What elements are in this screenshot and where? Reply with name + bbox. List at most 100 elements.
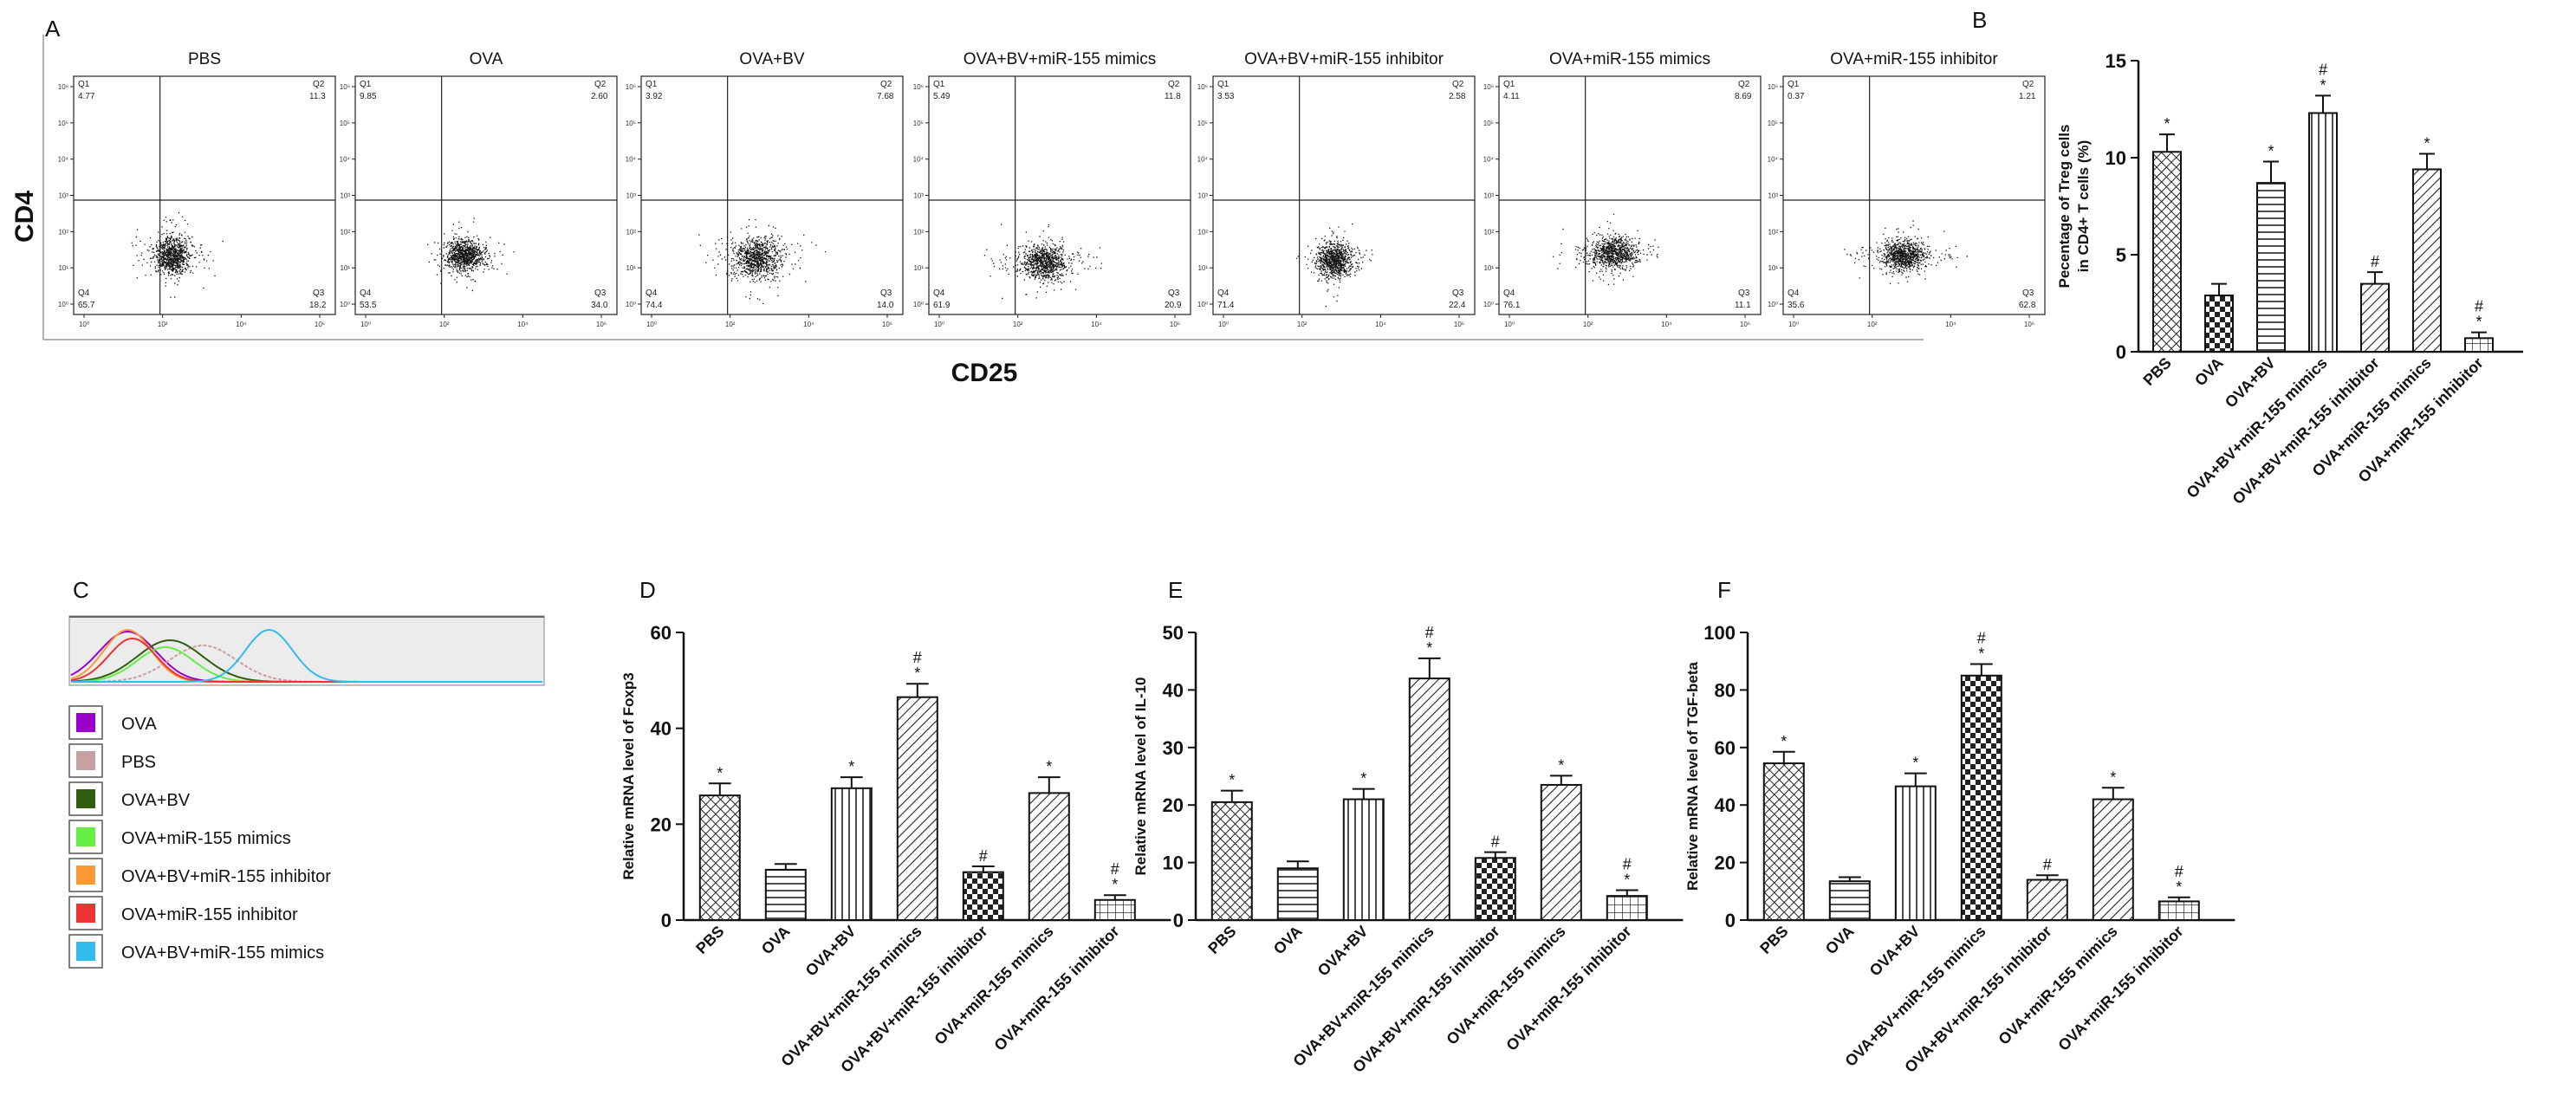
flow-plot-title: OVA+BV+miR-155 mimics <box>964 50 1156 68</box>
x-tick-label: 10⁴ <box>236 321 247 328</box>
bar <box>1828 880 1871 921</box>
panel-label-b: B <box>1972 7 1987 33</box>
histogram-curve <box>71 628 542 683</box>
bar <box>2204 295 2234 353</box>
y-tick-label: 10¹ <box>1197 264 1208 272</box>
legend-label: OVA+miR-155 mimics <box>121 829 291 848</box>
y-tick-label: 10⁵ <box>1768 120 1778 127</box>
x-tick-label: 10⁰ <box>1218 321 1229 328</box>
quadrant-q3-value: 62.8 <box>2019 301 2036 310</box>
flow-events <box>1552 213 1659 285</box>
y-tick-label: 0 <box>1725 910 1736 931</box>
y-tick-label: 10³ <box>1768 192 1778 200</box>
y-tick-label: 60 <box>1715 737 1736 759</box>
bar <box>1408 677 1450 921</box>
quadrant-q4-name: Q4 <box>1217 288 1230 298</box>
quadrant-q2-value: 11.3 <box>309 92 326 101</box>
quadrant-q2-name: Q2 <box>1738 80 1750 89</box>
significance-mark: # <box>1111 860 1119 878</box>
category-label: OVA+miR-155 inhibitor <box>1502 923 1634 1054</box>
category-label: OVA+miR-155 inhibitor <box>990 923 1122 1054</box>
chart-e: 0 10 20 30 40 50 Relative mRNA level of IL-10 *… <box>1132 622 1684 1076</box>
y-tick-label: 0 <box>661 910 672 931</box>
bar <box>698 794 741 922</box>
bar <box>1093 898 1136 922</box>
quadrant-q2-value: 11.8 <box>1165 92 1181 101</box>
y-tick-label: 15 <box>2106 50 2126 72</box>
significance-mark: * <box>1781 733 1787 750</box>
y-tick-label: 10⁶ <box>913 83 924 91</box>
x-tick-label: 10² <box>1867 321 1878 328</box>
flow-plot-frame <box>73 75 336 315</box>
panel-label-f: F <box>1717 577 1731 603</box>
y-axis-label: Relative mRNA level of TGF-beta <box>1684 662 1701 891</box>
y-tick-label: 20 <box>1715 852 1736 874</box>
quadrant-q1-value: 5.49 <box>933 92 951 101</box>
flow-plot-frame <box>354 75 618 315</box>
legend-label: OVA+miR-155 inhibitor <box>121 905 298 924</box>
x-tick-label: 10⁶ <box>1454 321 1464 328</box>
y-tick-label: 10 <box>2106 147 2126 169</box>
bar <box>2157 900 2200 922</box>
y-tick-label: 10¹ <box>58 264 68 272</box>
legend-box <box>68 934 103 969</box>
flow-plot-title: OVA+BV <box>739 50 804 68</box>
y-tick-label: 10⁶ <box>340 83 350 91</box>
significance-mark: * <box>914 664 920 682</box>
flow-plot-title: OVA+miR-155 mimics <box>1549 50 1710 68</box>
y-tick-label: 10² <box>1483 228 1494 236</box>
bar <box>1606 895 1648 922</box>
bar <box>2092 798 2134 921</box>
flow-plot-frame <box>1782 75 2046 315</box>
quadrant-q1-value: 4.11 <box>1503 92 1520 101</box>
y-tick-label: 10⁰ <box>913 301 924 308</box>
bar <box>1960 674 2002 921</box>
bar <box>2360 282 2390 353</box>
y-tick-label: 10⁰ <box>626 301 636 308</box>
quadrant-q3-name: Q3 <box>1168 288 1180 298</box>
x-tick-label: 10⁴ <box>1091 321 1102 328</box>
significance-mark: * <box>848 758 854 775</box>
x-tick-label: 10⁶ <box>315 321 325 328</box>
y-axis-label: Relative mRNA level of Foxp3 <box>620 672 637 879</box>
quadrant-q4-value: 61.9 <box>933 301 951 310</box>
quadrant-q2-value: 1.21 <box>2019 92 2036 101</box>
flow-events <box>698 218 827 304</box>
significance-mark: * <box>1558 756 1564 774</box>
y-axis-label: Pecentage of Treg cells <box>2056 125 2073 288</box>
quadrant-q2-value: 8.69 <box>1735 92 1752 101</box>
panel-label-e: E <box>1168 577 1183 603</box>
significance-mark: # <box>2319 61 2327 78</box>
category-label: OVA+BV <box>1866 923 1924 980</box>
y-tick-label: 10¹ <box>626 264 636 272</box>
category-label: OVA <box>2191 354 2227 390</box>
category-label: PBS <box>1204 923 1239 957</box>
bar <box>2026 878 2068 922</box>
x-tick-label: 10⁴ <box>1945 321 1956 328</box>
significance-mark: * <box>1229 772 1235 789</box>
significance-mark: # <box>2475 298 2483 315</box>
category-label: OVA+miR-155 mimics <box>931 923 1056 1048</box>
category-label: OVA+miR-155 mimics <box>1995 923 2120 1048</box>
quadrant-q1-name: Q1 <box>933 80 945 89</box>
y-tick-label: 30 <box>1163 737 1184 759</box>
y-tick-label: 10⁰ <box>1197 301 1208 308</box>
quadrant-q2-value: 2.60 <box>591 92 608 101</box>
y-tick-label: 10⁶ <box>626 83 636 91</box>
significance-mark: * <box>1112 876 1118 893</box>
quadrant-q4-value: 65.7 <box>78 301 95 310</box>
quadrant-q3-name: Q3 <box>1738 288 1750 298</box>
y-tick-label: 10² <box>1197 228 1208 236</box>
quadrant-q4-value: 71.4 <box>1217 301 1235 310</box>
y-tick-label: 10 <box>1163 852 1184 874</box>
y-tick-label: 10⁴ <box>58 156 69 164</box>
panel-label-c: C <box>73 577 89 603</box>
category-label: OVA+miR-155 inhibitor <box>2054 923 2186 1054</box>
chart-f: 0 20 40 60 80 100 Relative mRNA level of TGF-b… <box>1684 622 2235 1076</box>
significance-mark: * <box>2320 76 2326 94</box>
legend-label: OVA+BV+miR-155 inhibitor <box>121 867 331 886</box>
y-tick-label: 10⁴ <box>1483 156 1495 164</box>
significance-mark: * <box>2164 115 2170 133</box>
flow-plot-title: PBS <box>188 50 221 68</box>
quadrant-q1-value: 3.53 <box>1217 92 1235 101</box>
